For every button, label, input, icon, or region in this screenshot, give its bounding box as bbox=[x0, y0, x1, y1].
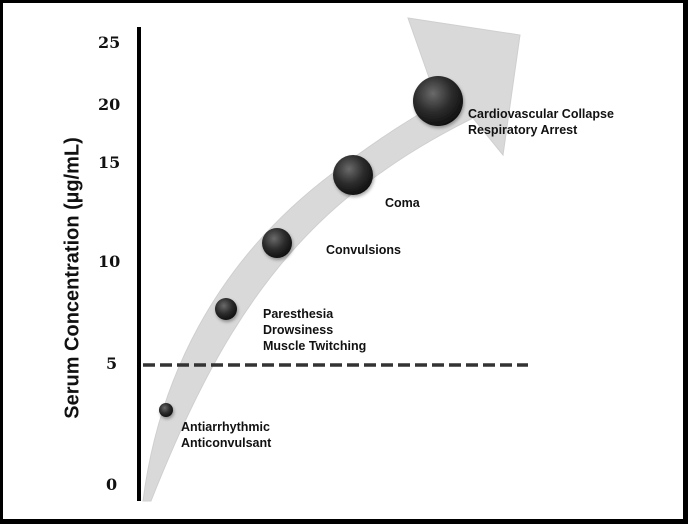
label-antiarrhythmic: Antiarrhythmic Anticonvulsant bbox=[181, 420, 272, 450]
y-tick-5: 5 bbox=[106, 354, 118, 373]
point-coma bbox=[333, 155, 373, 195]
y-tick-10: 10 bbox=[98, 252, 121, 271]
point-cardiovascular bbox=[413, 76, 463, 126]
y-axis-label: Serum Concentration (µg/mL) bbox=[61, 137, 84, 419]
point-antiarrhythmic bbox=[159, 403, 173, 417]
label-paresthesia: Paresthesia Drowsiness Muscle Twitching bbox=[263, 307, 367, 353]
point-convulsions bbox=[262, 228, 292, 258]
chart-canvas bbox=[137, 17, 528, 502]
y-tick-15: 15 bbox=[98, 153, 121, 172]
label-convulsions: Convulsions bbox=[326, 243, 402, 257]
y-tick-0: 0 bbox=[106, 475, 118, 494]
y-tick-20: 20 bbox=[98, 95, 121, 114]
label-coma: Coma bbox=[385, 196, 420, 210]
label-cardiovascular: Cardiovascular Collapse Respiratory Arre… bbox=[468, 107, 614, 137]
y-tick-25: 25 bbox=[98, 33, 121, 52]
chart-frame: 25 20 15 10 5 0 Serum Concentration (µg/… bbox=[3, 3, 683, 519]
trend-arrow bbox=[142, 17, 521, 502]
point-paresthesia bbox=[215, 298, 237, 320]
